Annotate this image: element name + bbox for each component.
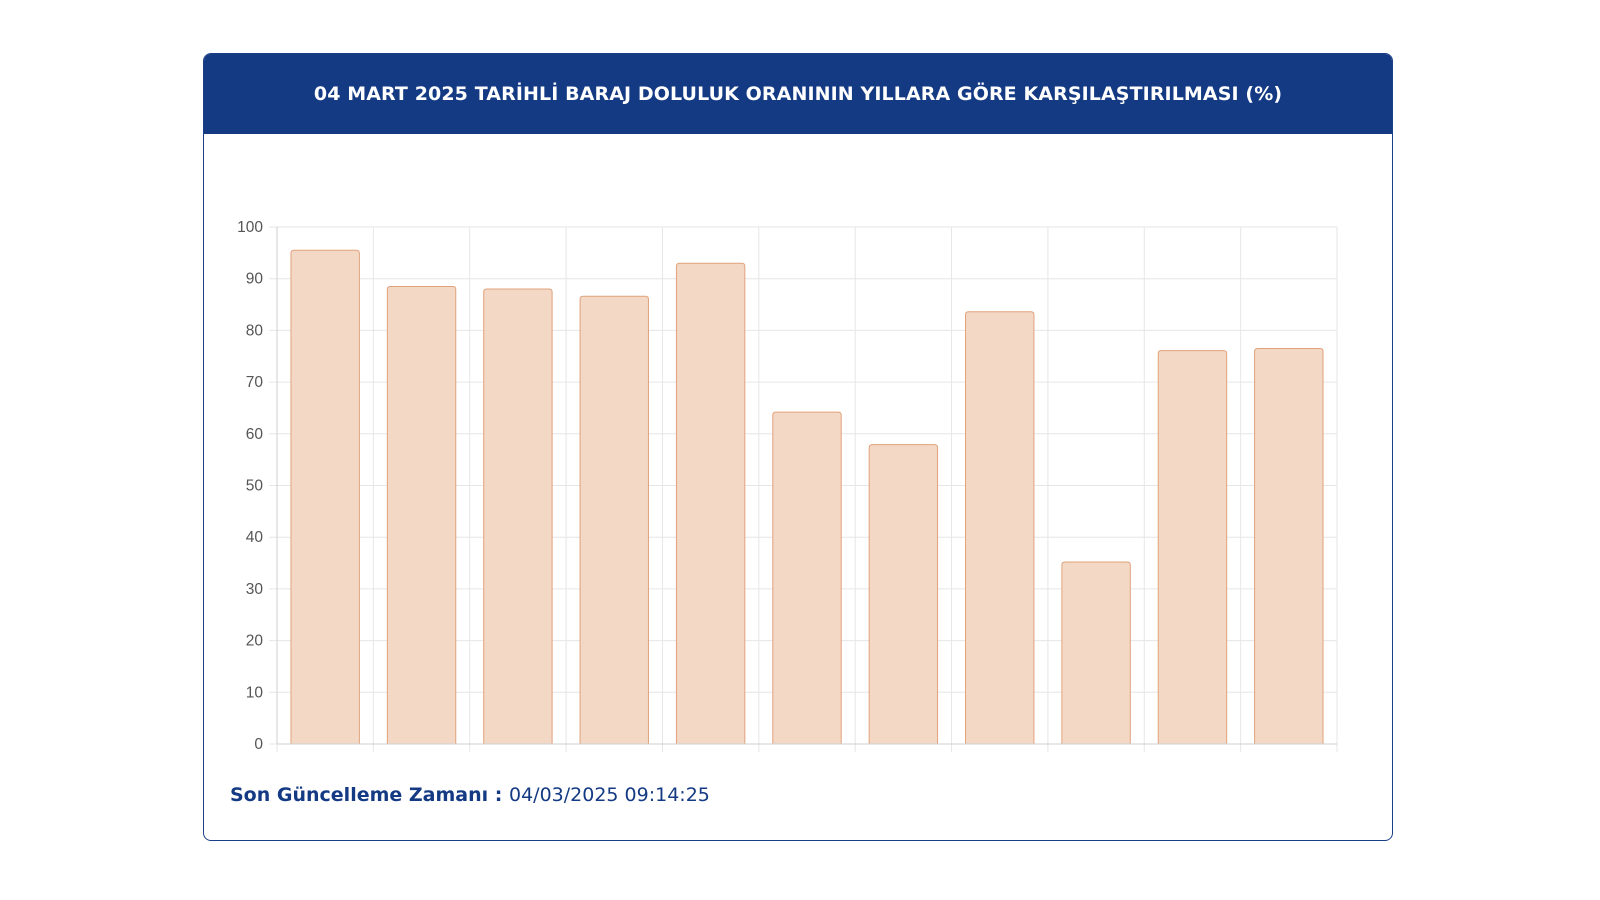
y-tick-label: 100 bbox=[237, 219, 263, 236]
chart-card: 04 MART 2025 TARİHLİ BARAJ DOLULUK ORANI… bbox=[203, 53, 1393, 841]
y-axis: 0 10 20 30 40 50 60 70 80 90 100 bbox=[237, 219, 278, 753]
bar-04.03.2021[interactable] bbox=[868, 444, 939, 744]
bar-04.03.2015[interactable] bbox=[290, 249, 360, 744]
bar-chart: 0 10 20 30 40 50 60 70 80 90 100 04.03.201504.03.2… bbox=[237, 219, 1338, 753]
y-tick-label: 50 bbox=[246, 478, 264, 495]
chart-title: 04 MART 2025 TARİHLİ BARAJ DOLULUK ORANI… bbox=[313, 83, 1283, 105]
y-tick-label: 80 bbox=[246, 322, 264, 339]
last-update-label: Son Güncelleme Zamanı : bbox=[230, 784, 509, 806]
last-update: Son Güncelleme Zamanı : 04/03/2025 09:14… bbox=[230, 784, 710, 806]
y-tick-label: 40 bbox=[246, 529, 264, 546]
y-tick-label: 0 bbox=[254, 736, 263, 753]
y-tick-label: 20 bbox=[246, 633, 264, 650]
y-tick-label: 10 bbox=[246, 684, 264, 701]
bar-04.03.2019[interactable] bbox=[675, 262, 746, 744]
bar-04.03.2018[interactable] bbox=[579, 295, 649, 744]
x-axis: 04.03.201504.03.201604.03.201704.03.2018… bbox=[277, 743, 1337, 745]
bar-04.03.2017[interactable] bbox=[483, 288, 553, 744]
bar-04.03.2023[interactable] bbox=[1061, 561, 1131, 744]
chart-bars bbox=[290, 249, 1324, 744]
y-tick-label: 60 bbox=[246, 426, 264, 443]
bar-04.03.2024[interactable] bbox=[1157, 350, 1228, 744]
bar-04.03.2022[interactable] bbox=[965, 311, 1035, 744]
chart-header: 04 MART 2025 TARİHLİ BARAJ DOLULUK ORANI… bbox=[204, 54, 1392, 134]
y-tick-label: 70 bbox=[246, 374, 264, 391]
bar-04.03.2016[interactable] bbox=[386, 285, 457, 744]
bar-04.03.2025[interactable] bbox=[1254, 347, 1324, 744]
y-tick-label: 30 bbox=[246, 581, 264, 598]
last-update-value: 04/03/2025 09:14:25 bbox=[508, 784, 710, 806]
y-tick-label: 90 bbox=[246, 271, 264, 288]
bar-04.03.2020[interactable] bbox=[772, 411, 842, 744]
